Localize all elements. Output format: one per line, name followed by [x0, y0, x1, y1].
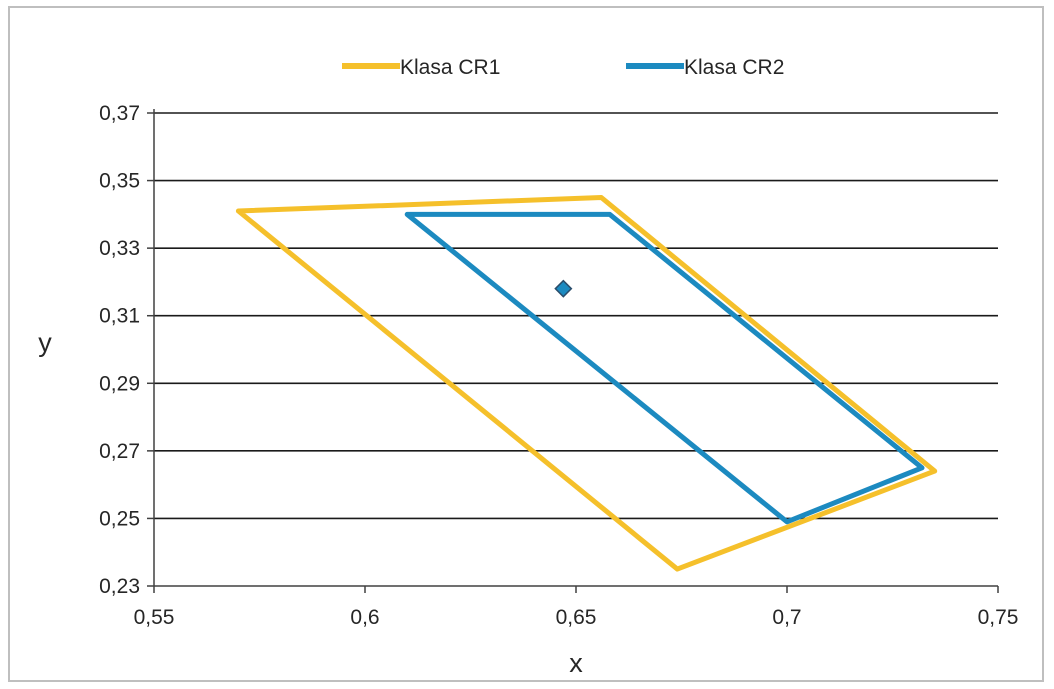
- y-tick-label: 0,27: [99, 440, 140, 463]
- legend-label-2: Klasa CR2: [684, 56, 784, 79]
- series-layer: [235, 195, 938, 572]
- series-line-2: [404, 211, 925, 525]
- y-tick-label: 0,25: [99, 507, 140, 530]
- x-tick-label: 0,75: [978, 606, 1019, 629]
- legend-label-1: Klasa CR1: [400, 56, 500, 79]
- y-tick-label: 0,23: [99, 575, 140, 598]
- points-layer: [554, 279, 573, 298]
- x-tick-label: 0,65: [556, 606, 597, 629]
- series-line-1: [235, 195, 938, 572]
- y-tick-label: 0,29: [99, 372, 140, 395]
- x-tick-label: 0,7: [772, 606, 801, 629]
- y-tick-label: 0,35: [99, 170, 140, 193]
- x-axis-title: x: [569, 648, 583, 678]
- x-tick-labels: 0,55 0,6 0,65 0,7 0,75: [134, 606, 1019, 629]
- grid-lines: [154, 112, 998, 520]
- y-axis-title: y: [38, 328, 52, 358]
- y-tick-label: 0,31: [99, 305, 140, 328]
- axes: [147, 109, 999, 593]
- x-tick-label: 0,6: [350, 606, 379, 629]
- y-tick-label: 0,37: [99, 102, 140, 125]
- chart-frame: [8, 6, 1044, 682]
- legend: Klasa CR1 Klasa CR2: [342, 56, 784, 79]
- y-tick-label: 0,33: [99, 237, 140, 260]
- x-tick-label: 0,55: [134, 606, 175, 629]
- y-tick-labels: 0,23 0,25 0,27 0,29 0,31 0,33 0,35 0,37: [99, 102, 140, 598]
- data-point-marker: [554, 279, 573, 298]
